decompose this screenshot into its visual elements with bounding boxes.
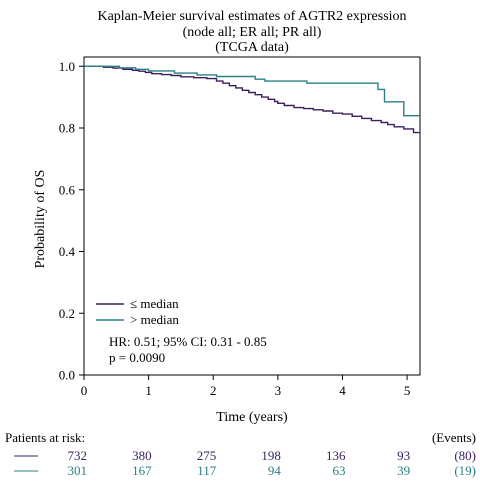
- risk-count: 93: [397, 448, 410, 463]
- y-tick-label: 0.4: [59, 244, 76, 259]
- x-tick-label: 3: [275, 383, 282, 398]
- risk-events: (80): [454, 448, 476, 463]
- chart-title-line-1: Kaplan-Meier survival estimates of AGTR2…: [97, 9, 406, 24]
- x-tick-label: 5: [404, 383, 411, 398]
- y-tick-label: 0.2: [59, 306, 75, 321]
- chart-title-line-2: (node all; ER all; PR all): [183, 25, 322, 40]
- p-value-annotation: p = 0.0090: [109, 350, 165, 365]
- x-tick-label: 2: [210, 383, 217, 398]
- axis-ticks: 0 1 2 3 4 5 0.0 0.2 0.4 0.6 0.8 1.0: [59, 59, 411, 398]
- x-tick-label: 4: [339, 383, 346, 398]
- risk-count: 94: [268, 463, 282, 478]
- chart-title-line-3: (TCGA data): [215, 40, 289, 55]
- y-tick-label: 0.6: [59, 182, 76, 197]
- risk-count: 380: [132, 448, 152, 463]
- risk-count: 301: [68, 463, 88, 478]
- survival-curve-le-median: [84, 65, 420, 134]
- plot-frame: [83, 56, 421, 376]
- risk-table: 732 380 275 198 136 93 (80) 301 167 117 94 63 39 (19): [14, 448, 476, 478]
- risk-count: 732: [68, 448, 88, 463]
- x-tick-label: 1: [145, 383, 152, 398]
- y-tick-label: 1.0: [59, 59, 75, 74]
- risk-count: 275: [197, 448, 217, 463]
- risk-count: 39: [397, 463, 410, 478]
- x-tick-label: 0: [81, 383, 88, 398]
- risk-count: 117: [197, 463, 217, 478]
- legend: ≤ median > median: [96, 296, 179, 327]
- survival-curves: [84, 65, 420, 134]
- risk-count: 198: [261, 448, 281, 463]
- y-tick-label: 0.8: [59, 121, 75, 136]
- risk-count: 136: [326, 448, 346, 463]
- survival-curve-gt-median: [84, 65, 420, 117]
- legend-label-gt-median: > median: [130, 312, 179, 327]
- risk-count: 167: [132, 463, 152, 478]
- legend-label-le-median: ≤ median: [130, 296, 179, 311]
- risk-count: 63: [332, 463, 345, 478]
- hazard-ratio-annotation: HR: 0.51; 95% CI: 0.31 - 0.85: [109, 334, 267, 349]
- risk-table-label: Patients at risk:: [5, 430, 85, 445]
- risk-events: (19): [454, 463, 476, 478]
- y-tick-label: 0.0: [59, 368, 75, 383]
- y-axis-label: Probability of OS: [33, 170, 48, 269]
- x-axis-label: Time (years): [216, 410, 288, 425]
- risk-table-events-header: (Events): [432, 430, 476, 445]
